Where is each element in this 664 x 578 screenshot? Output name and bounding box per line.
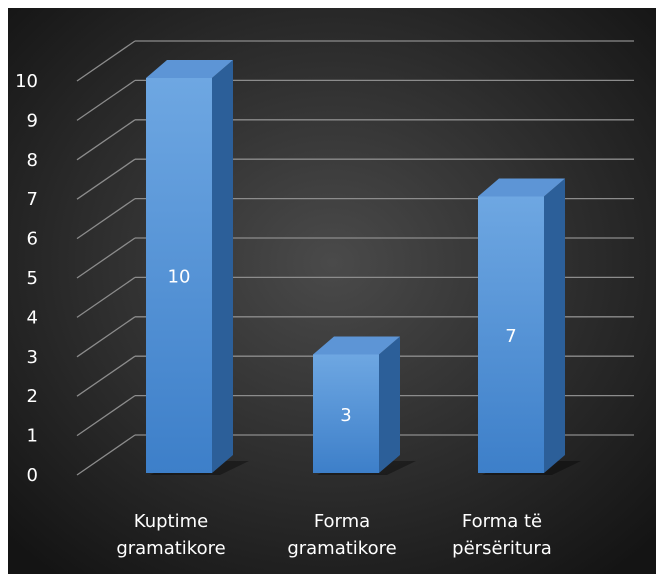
bars: 10 3 7 [146,60,565,473]
y-tick-label: 1 [27,426,38,447]
bar [313,354,379,473]
y-tick-label: 10 [15,71,38,92]
bar [478,196,544,473]
bar [146,78,212,473]
data-label: 7 [505,326,516,347]
gridline-diagonal [76,276,136,318]
x-axis-categories: Kuptime gramatikore Forma gramatikore Forma … [116,511,552,559]
gridline-diagonal [76,119,136,161]
gridline-diagonal [76,237,136,279]
x-category-label: Forma [314,511,370,532]
chart-frame: 10 3 7 0 1 2 3 4 5 6 7 8 9 10 Kuptime gramatikore Form… [8,8,656,574]
y-tick-label: 0 [27,465,38,486]
x-category-label: përsëritura [452,538,552,559]
bar-top [478,178,565,197]
x-category-label: Forma të [462,511,542,532]
y-tick-label: 3 [27,347,38,368]
gridline-diagonal [76,434,136,476]
bar-top [146,60,233,78]
gridline-diagonal [76,395,136,437]
bar-side [544,178,565,473]
y-tick-label: 2 [27,386,38,407]
y-axis-ticks: 0 1 2 3 4 5 6 7 8 9 10 [15,71,38,486]
y-tick-label: 7 [27,189,38,210]
bar-top [313,336,400,355]
x-category-label: gramatikore [116,538,225,559]
gridline-diagonal [76,355,136,397]
data-label: 3 [340,405,351,426]
bar-chart: 10 3 7 0 1 2 3 4 5 6 7 8 9 10 Kuptime gramatikore Form… [8,8,656,574]
bar-side [379,336,400,473]
y-tick-label: 4 [27,307,38,328]
gridline-diagonal [76,40,136,82]
gridline-diagonal [76,158,136,200]
y-tick-label: 6 [27,229,38,250]
bar-side [212,60,233,473]
y-tick-label: 8 [27,150,38,171]
y-tick-label: 9 [27,110,38,131]
gridline-diagonal [76,79,136,121]
gridline-diagonal [76,316,136,358]
gridline-diagonal [76,198,136,240]
x-category-label: gramatikore [287,538,396,559]
x-category-label: Kuptime [134,511,208,532]
y-tick-label: 5 [27,268,38,289]
data-label: 10 [168,267,191,288]
